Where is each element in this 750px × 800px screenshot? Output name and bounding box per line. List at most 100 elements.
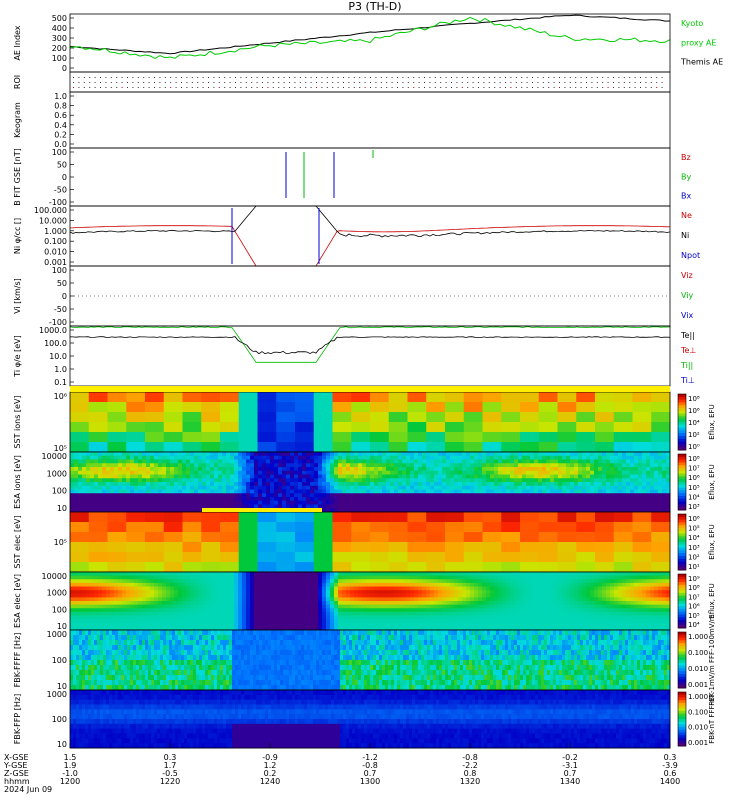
spectrogram-cell — [478, 615, 483, 620]
spectrogram-cell — [378, 500, 383, 505]
spectrogram-cell — [107, 392, 127, 403]
spectrogram-cell — [450, 590, 455, 595]
spectrogram-cell — [154, 615, 159, 620]
spectrogram-cell — [366, 626, 371, 631]
spectrogram-cell — [242, 467, 247, 472]
spectrogram-cell — [426, 590, 431, 595]
spectrogram-cell — [494, 455, 499, 460]
roi-dot — [483, 82, 485, 83]
spectrogram-cell — [190, 455, 195, 460]
spectrogram-cell — [518, 485, 523, 490]
spectrogram-cell — [414, 608, 419, 613]
spectrogram-cell — [286, 604, 291, 609]
spectrogram-cell — [170, 619, 175, 624]
spectrogram-cell — [406, 572, 411, 577]
spectrogram-cell — [370, 392, 390, 403]
colorbar-tick: 10³ — [688, 544, 700, 552]
spectrogram-cell — [150, 593, 155, 598]
spectrogram-cell — [102, 459, 107, 464]
spectrogram-cell — [346, 590, 351, 595]
spectrogram-cell — [278, 626, 283, 631]
spectrogram-cell — [326, 579, 331, 584]
spectrogram-cell — [430, 608, 435, 613]
spectrogram-cell — [266, 489, 271, 494]
spectrogram-cell — [310, 500, 315, 505]
spectrogram-cell — [558, 500, 563, 505]
spectrogram-cell — [262, 611, 267, 617]
spectrogram-cell — [126, 562, 146, 573]
spectrogram-cell — [313, 552, 333, 563]
spectrogram-cell — [94, 463, 99, 468]
spectrogram-cell — [214, 597, 219, 602]
spectrogram-cell — [114, 489, 119, 494]
spectrogram-cell — [74, 485, 79, 490]
spectrogram-cell — [170, 590, 175, 595]
spectrogram-cell — [162, 474, 167, 479]
spectrogram-cell — [254, 586, 259, 591]
spectrogram-cell — [242, 478, 247, 483]
spectrogram-cell — [482, 512, 502, 523]
spectrogram-cell — [374, 508, 379, 513]
spectrogram-cell — [651, 432, 671, 443]
spectrogram-cell — [426, 611, 431, 617]
spectrogram-cell — [582, 489, 587, 494]
spectrogram-cell — [190, 467, 195, 472]
spectrogram-cell — [446, 508, 451, 513]
spectrogram-cell — [158, 626, 163, 631]
spectrogram-cell — [534, 470, 539, 475]
spectrogram-cell — [306, 586, 311, 591]
spectrogram-cell — [530, 497, 535, 502]
spectrogram-cell — [314, 493, 319, 498]
spectrogram-cell — [422, 615, 427, 620]
spectrogram-cell — [214, 611, 219, 617]
spectrogram-cell — [290, 463, 295, 468]
spectrogram-cell — [632, 402, 652, 413]
roi-dot — [262, 87, 263, 88]
spectrogram-cell — [134, 579, 139, 584]
spectrogram-cell — [178, 593, 183, 598]
ytick-label: 200 — [52, 44, 67, 53]
spectrogram-cell — [366, 500, 371, 505]
spectrogram-cell — [418, 582, 423, 588]
spectrogram-cell — [86, 604, 91, 609]
roi-dot — [418, 82, 420, 83]
spectrogram-cell — [566, 467, 571, 472]
spectrogram-cell — [130, 452, 135, 457]
spectrogram-cell — [313, 432, 333, 443]
colorbar-tick: 10⁸ — [688, 455, 700, 463]
ytick-label: 0.6 — [54, 111, 67, 120]
spectrogram-cell — [334, 452, 339, 457]
spectrogram-cell — [306, 500, 311, 505]
spectrogram-cell — [90, 489, 95, 494]
spectrogram-cell — [574, 459, 579, 464]
spectrogram-cell — [163, 442, 183, 453]
roi-dot — [461, 82, 463, 83]
spectrogram-cell — [198, 604, 203, 609]
spectrogram-cell — [346, 601, 351, 606]
spectrogram-cell — [478, 485, 483, 490]
spectrogram-cell — [250, 590, 255, 595]
spectrogram-cell — [666, 474, 671, 479]
spectrogram-cell — [390, 470, 395, 475]
spectrogram-cell — [314, 474, 319, 479]
spectrogram-cell — [630, 489, 635, 494]
spectrogram-cell — [276, 432, 296, 443]
spectrogram-cell — [162, 459, 167, 464]
spectrogram-cell — [210, 593, 215, 598]
spectrogram-cell — [274, 626, 279, 631]
spectrogram-cell — [202, 572, 207, 577]
spectrogram-cell — [374, 493, 379, 498]
spectrogram-cell — [398, 572, 403, 577]
spectrogram-cell — [282, 615, 287, 620]
spectrogram-cell — [122, 482, 127, 487]
spectrogram-cell — [610, 455, 615, 460]
spectrogram-cell — [638, 474, 643, 479]
spectrogram-cell — [138, 489, 143, 494]
spectrogram-cell — [602, 463, 607, 468]
roi-dot — [634, 87, 636, 88]
spectrogram-cell — [418, 504, 423, 509]
spectrogram-cell — [326, 452, 331, 457]
spectrogram-cell — [282, 586, 287, 591]
spectrogram-cell — [210, 611, 215, 617]
spectrogram-cell — [388, 562, 408, 573]
